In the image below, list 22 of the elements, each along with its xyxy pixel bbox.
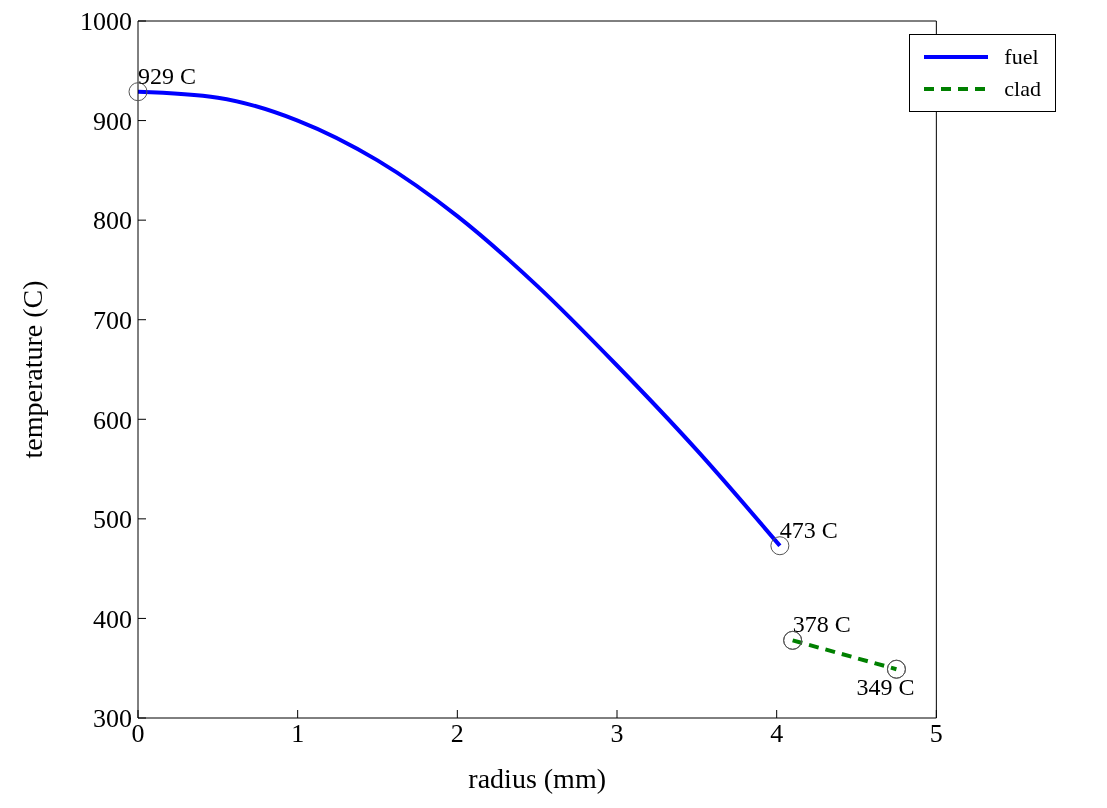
y-tick-label: 300 [93, 704, 132, 734]
y-tick-label: 400 [93, 604, 132, 634]
annotation: 929 C [138, 62, 197, 89]
x-tick-label: 2 [450, 719, 464, 749]
x-tick-label: 4 [770, 719, 784, 749]
y-tick-label: 800 [93, 206, 132, 236]
x-tick-label: 0 [131, 719, 145, 749]
legend-label: fuel [1004, 44, 1039, 70]
annotation: 473 C [779, 516, 838, 543]
legend-label: clad [1004, 76, 1041, 102]
x-tick-label: 5 [929, 719, 943, 749]
y-tick-label: 700 [93, 305, 132, 335]
y-axis-title: temperature (C) [16, 280, 48, 459]
annotation: 378 C [792, 611, 851, 638]
x-tick-label: 3 [610, 719, 624, 749]
annotation: 349 C [856, 674, 915, 701]
x-axis-title: radius (mm) [468, 763, 606, 794]
y-tick-label: 900 [93, 106, 132, 136]
y-tick-label: 1000 [80, 7, 132, 37]
y-tick-label: 500 [93, 505, 132, 535]
y-tick-label: 600 [93, 405, 132, 435]
x-tick-label: 1 [291, 719, 305, 749]
